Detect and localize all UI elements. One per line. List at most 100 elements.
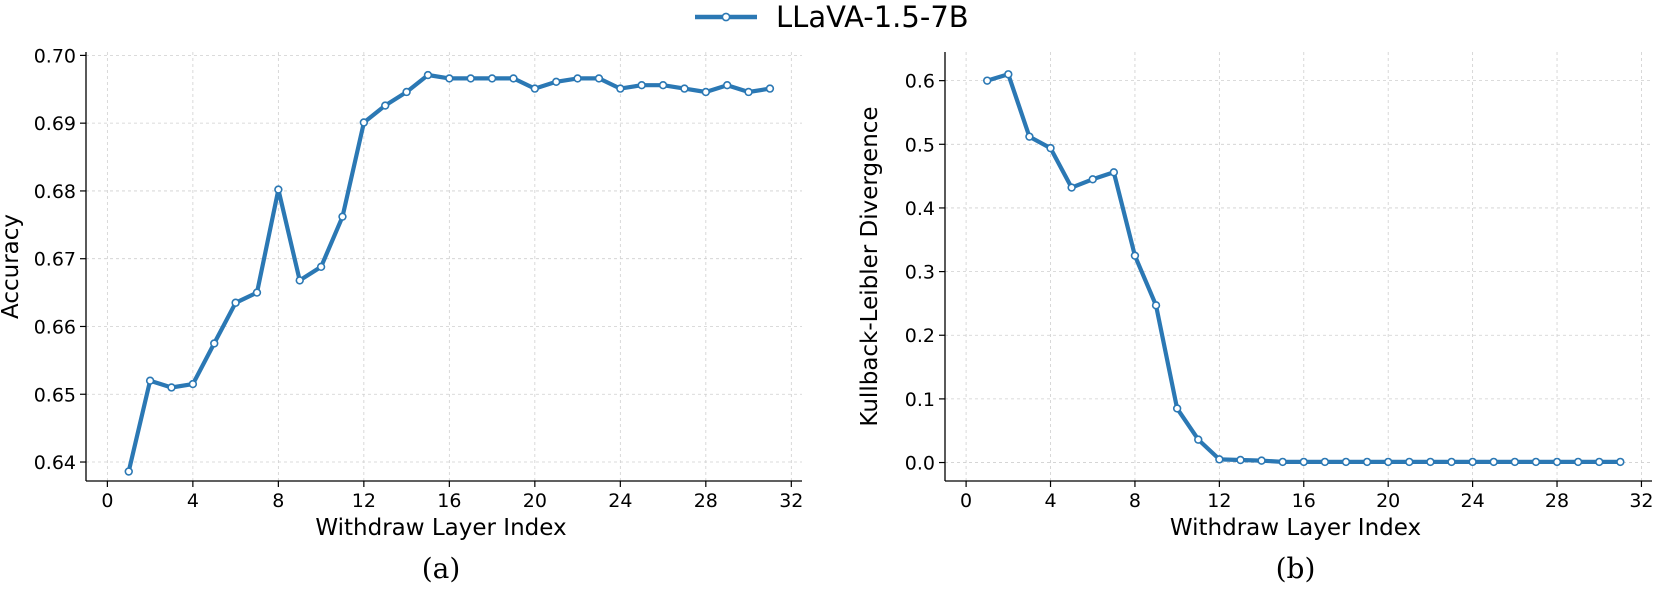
x-axis-title: Withdraw Layer Index	[315, 515, 566, 541]
data-point	[188, 379, 198, 389]
y-tick-label: 0.66	[34, 316, 76, 338]
data-point	[1468, 457, 1477, 467]
y-tick-label: 0.64	[34, 452, 76, 474]
data-point	[1130, 251, 1140, 260]
data-point	[722, 81, 732, 90]
data-point	[530, 84, 540, 93]
x-tick-label: 24	[1461, 490, 1485, 512]
y-tick-label: 0.5	[905, 134, 935, 156]
x-tick-label: 0	[960, 490, 972, 512]
y-tick-label: 0.1	[905, 389, 935, 411]
data-point	[1109, 168, 1119, 177]
data-point	[402, 87, 411, 97]
y-tick-label: 0.69	[34, 113, 76, 135]
data-point	[1489, 457, 1498, 467]
panel-b: 0 4 8 12 16 20 24 28 32 0.0 0.1 0.2 0.3 0.4 0.5 0.6 With…	[857, 52, 1654, 585]
x-tick-label: 8	[1129, 490, 1141, 512]
data-point	[1172, 404, 1182, 413]
x-tick-label: 12	[1207, 490, 1231, 512]
y-tick-label: 0.3	[905, 262, 935, 284]
data-point	[744, 87, 753, 97]
data-point	[1299, 457, 1308, 467]
x-tick-label: 24	[608, 490, 632, 512]
data-point	[274, 185, 283, 194]
data-point	[210, 339, 219, 348]
panel-a: 0 4 8 12 16 20 24 28 32 0.64 0.65 0.66 0.67 0.68 0.69 0…	[0, 45, 803, 585]
data-point	[1405, 457, 1414, 467]
data-point	[1383, 457, 1393, 467]
data-point	[316, 262, 326, 272]
legend-label: LLaVA-1.5-7B	[776, 0, 969, 34]
y-tick-label: 0.4	[905, 198, 935, 220]
panel-caption: (b)	[1276, 552, 1316, 585]
data-point	[381, 101, 390, 110]
x-tick-label: 32	[779, 490, 803, 512]
data-point	[552, 77, 561, 87]
data-point	[1004, 70, 1013, 79]
data-point	[1320, 457, 1330, 467]
data-point	[1616, 457, 1625, 467]
x-tick-label: 20	[1376, 490, 1400, 512]
data-point	[1046, 143, 1055, 153]
x-tick-label: 28	[1545, 490, 1569, 512]
data-point	[1510, 457, 1520, 467]
data-point	[594, 74, 604, 83]
x-tick-label: 16	[1292, 490, 1316, 512]
data-point	[231, 298, 240, 307]
data-point	[487, 74, 497, 83]
data-point	[1088, 175, 1097, 184]
data-point	[1341, 457, 1351, 467]
x-tick-label: 20	[523, 490, 547, 512]
y-tick-label: 0.65	[34, 384, 76, 406]
data-point	[1025, 132, 1034, 141]
data-point	[1573, 457, 1583, 467]
x-tick-label: 16	[437, 490, 461, 512]
y-axis-title: Accuracy	[0, 214, 24, 319]
data-point	[616, 84, 625, 93]
data-point	[445, 74, 454, 83]
y-tick-label: 0.67	[34, 249, 76, 271]
data-point	[466, 74, 475, 83]
data-point	[1552, 457, 1562, 467]
x-tick-label: 28	[694, 490, 718, 512]
x-tick-label: 12	[352, 490, 376, 512]
data-point	[167, 383, 176, 392]
data-point	[658, 81, 668, 90]
data-point	[1426, 457, 1435, 467]
data-point	[765, 84, 775, 93]
data-point	[124, 467, 133, 476]
y-tick-label: 0.0	[905, 453, 935, 475]
data-point	[338, 212, 347, 221]
legend: LLaVA-1.5-7B	[695, 0, 969, 34]
data-point	[1595, 457, 1604, 467]
data-point	[983, 76, 992, 85]
data-point	[1215, 455, 1224, 464]
data-point	[573, 74, 582, 83]
data-point	[637, 81, 646, 90]
x-tick-label: 4	[187, 490, 199, 512]
x-tick-label: 4	[1044, 490, 1056, 512]
x-tick-label: 32	[1629, 490, 1653, 512]
y-tick-label: 0.70	[34, 45, 76, 67]
data-point	[145, 376, 155, 385]
y-axis-title: Kullback-Leibler Divergence	[857, 106, 883, 426]
data-point	[509, 74, 518, 83]
data-point	[1067, 183, 1076, 192]
data-point	[423, 70, 433, 80]
data-point	[1236, 455, 1245, 465]
panel-caption: (a)	[422, 552, 461, 585]
data-point	[1362, 457, 1372, 467]
y-tick-label: 0.6	[905, 71, 935, 93]
x-tick-label: 0	[101, 490, 113, 512]
x-axis-title: Withdraw Layer Index	[1170, 515, 1421, 541]
data-point	[1278, 457, 1287, 467]
y-tick-label: 0.68	[34, 181, 76, 203]
data-point	[1194, 435, 1203, 444]
data-point	[701, 87, 711, 97]
data-point	[1531, 457, 1541, 467]
data-point	[1447, 457, 1456, 467]
data-point	[295, 276, 304, 285]
y-tick-label: 0.2	[905, 325, 935, 347]
data-point	[1257, 456, 1266, 465]
